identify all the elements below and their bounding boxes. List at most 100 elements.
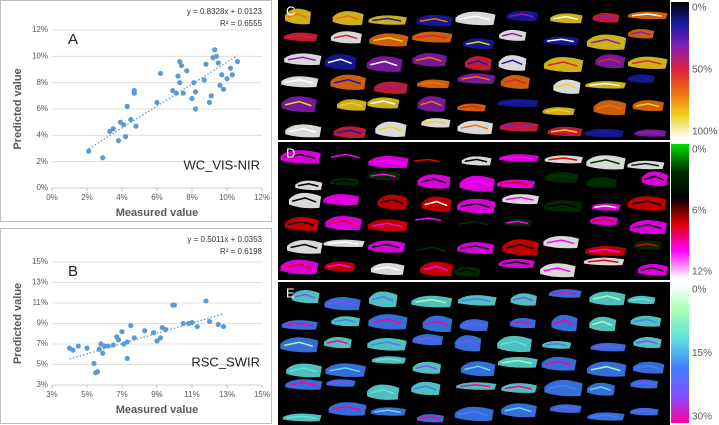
- tissue-section: [586, 34, 627, 50]
- point: [131, 335, 137, 341]
- tissue-detail: [332, 405, 361, 412]
- tissue-detail: [287, 13, 308, 19]
- point: [119, 329, 125, 335]
- tissue-section: [368, 155, 409, 169]
- tissue-detail: [372, 318, 402, 325]
- tissue-detail: [291, 197, 317, 203]
- tissue-detail: [294, 293, 316, 299]
- point: [206, 318, 213, 325]
- tissue-detail: [372, 17, 402, 22]
- tissue-detail: [460, 202, 490, 209]
- point: [178, 62, 185, 69]
- tissue-detail: [504, 407, 532, 413]
- point: [128, 322, 134, 329]
- tissue-section: [633, 240, 663, 250]
- y-tick-label: 7%: [36, 339, 48, 348]
- tissue-section: [420, 261, 454, 277]
- tissue-section: [629, 219, 668, 235]
- tissue-section: [285, 8, 312, 25]
- tissue-section: [549, 404, 582, 413]
- point: [227, 65, 234, 71]
- tissue-detail: [284, 153, 316, 159]
- tissue-detail: [287, 34, 313, 39]
- tissue-detail: [590, 365, 621, 372]
- y-tick-label: 9%: [36, 319, 48, 328]
- tissue-detail: [501, 32, 523, 38]
- point: [224, 76, 230, 82]
- tissue-section: [587, 382, 615, 396]
- tissue-section: [416, 14, 453, 27]
- tissue-detail: [458, 410, 489, 417]
- tissue-section: [422, 315, 453, 333]
- tissue-section: [543, 36, 580, 45]
- point: [157, 335, 164, 341]
- tissue-detail: [598, 58, 621, 64]
- tissue-section: [590, 216, 618, 226]
- tissue-detail: [424, 120, 447, 125]
- tissue-section: [412, 334, 444, 346]
- tissue-section: [411, 381, 441, 396]
- tissue-section: [284, 216, 319, 231]
- tissue-detail: [420, 100, 443, 107]
- tissue-detail: [333, 78, 361, 85]
- colorbar-label: 100%: [692, 127, 718, 138]
- point: [110, 342, 116, 348]
- point: [203, 298, 209, 304]
- tissue-detail: [328, 219, 357, 226]
- tissue-section: [502, 239, 539, 256]
- tissue-detail: [633, 223, 662, 230]
- point: [124, 103, 130, 109]
- tissue-section: [585, 246, 627, 256]
- tissue-section: [587, 412, 625, 421]
- tissue-detail: [374, 266, 400, 271]
- tissue-detail: [592, 295, 621, 301]
- tissue-detail: [377, 84, 403, 90]
- tissue-detail: [644, 175, 665, 181]
- tissue-section: [457, 295, 497, 306]
- tissue-section: [324, 261, 356, 272]
- tissue-detail: [460, 105, 482, 109]
- point: [189, 95, 195, 102]
- point: [105, 343, 111, 349]
- tissue-section: [323, 239, 365, 248]
- point: [203, 61, 209, 67]
- tissue-detail: [503, 78, 526, 85]
- tissue-section: [459, 319, 489, 332]
- tissue-section: [411, 295, 453, 308]
- tissue-section: [367, 338, 407, 351]
- tissue-section: [453, 266, 481, 277]
- tissue-section: [280, 150, 321, 164]
- tissue-detail: [589, 386, 612, 392]
- tissue-section: [412, 31, 453, 43]
- tissue-detail: [464, 158, 488, 163]
- y-tick-label: 6%: [36, 104, 48, 113]
- tissue-detail: [547, 203, 577, 208]
- point: [84, 345, 90, 351]
- tissue-section: [543, 236, 579, 249]
- tissue-detail: [466, 41, 490, 46]
- tissue-detail: [543, 267, 571, 273]
- point: [154, 338, 160, 344]
- tissue-detail: [546, 239, 574, 245]
- point: [100, 350, 106, 356]
- equation: y = 0.5011x + 0.0353: [187, 235, 262, 244]
- x-tick-label: 9%: [151, 390, 163, 399]
- tissue-detail: [332, 179, 355, 184]
- point: [133, 123, 139, 129]
- tissue-detail: [287, 56, 317, 62]
- y-tick-label: 3%: [36, 380, 48, 389]
- tissue-section: [641, 171, 668, 187]
- panel-label: D: [286, 145, 295, 160]
- point: [215, 321, 221, 328]
- tissue-section: [459, 175, 495, 192]
- annotation: WC_VIS-NIR: [183, 157, 260, 172]
- tissue-section: [590, 342, 627, 352]
- colorbar: [671, 144, 689, 278]
- tissue-detail: [596, 104, 622, 110]
- tissue-detail: [415, 337, 439, 342]
- tissue-detail: [547, 38, 574, 43]
- tissue-section: [374, 81, 408, 94]
- tissue-section: [547, 126, 583, 137]
- y-tick-label: 2%: [36, 157, 48, 166]
- tissue-section: [510, 293, 537, 306]
